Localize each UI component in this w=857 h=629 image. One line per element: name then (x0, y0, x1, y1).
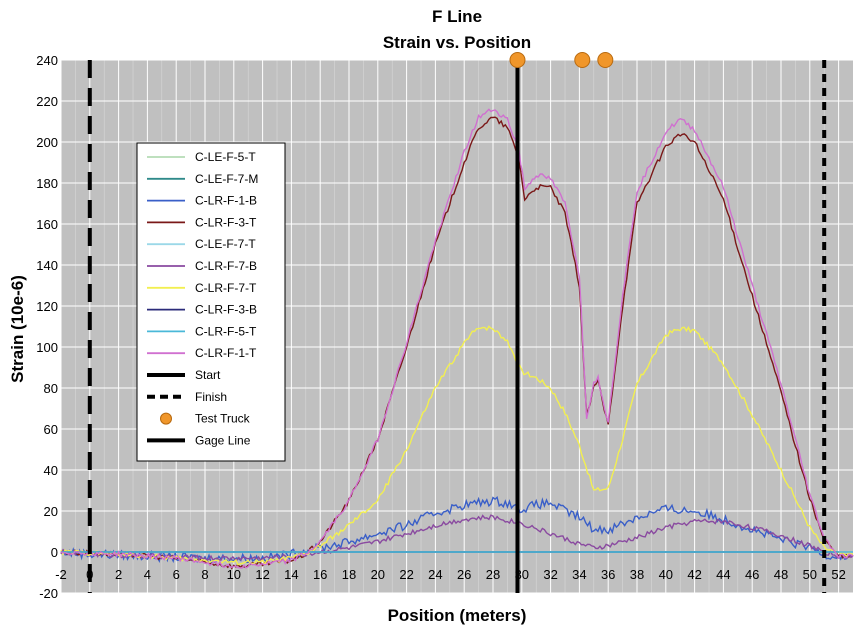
y-tick-label: 60 (44, 422, 58, 437)
x-tick-label: 52 (831, 567, 845, 582)
test-truck-marker (597, 52, 614, 68)
test-truck-marker (574, 52, 591, 68)
x-tick-label: 26 (457, 567, 471, 582)
legend-label: C-LE-F-5-T (195, 150, 256, 164)
y-tick-label: 220 (36, 94, 58, 109)
legend-label: C-LR-F-3-B (195, 303, 257, 317)
x-tick-label: 14 (284, 567, 298, 582)
y-tick-label: 120 (36, 299, 58, 314)
y-tick-label: 40 (44, 463, 58, 478)
legend-label: C-LR-F-1-T (195, 346, 257, 360)
x-tick-label: 22 (399, 567, 413, 582)
x-tick-label: 42 (687, 567, 701, 582)
legend-label: C-LR-F-3-T (195, 215, 257, 229)
legend-label: Test Truck (195, 412, 251, 426)
x-tick-label: 20 (371, 567, 385, 582)
x-tick-label: 38 (630, 567, 644, 582)
x-tick-label: 16 (313, 567, 327, 582)
y-tick-label: -20 (39, 586, 58, 601)
x-tick-label: 44 (716, 567, 730, 582)
legend-label: Finish (195, 390, 227, 404)
x-tick-label: 4 (144, 567, 151, 582)
legend-label: C-LE-F-7-T (195, 237, 256, 251)
x-axis-title: Position (meters) (388, 606, 527, 625)
y-tick-label: 100 (36, 340, 58, 355)
x-tick-label: 34 (572, 567, 586, 582)
x-tick-label: 32 (543, 567, 557, 582)
x-tick-label: 46 (745, 567, 759, 582)
x-tick-label: 50 (803, 567, 817, 582)
legend-label: C-LR-F-7-B (195, 259, 257, 273)
legend-label: C-LR-F-7-T (195, 281, 257, 295)
tick-labels: -202468101214161820222426283032343638404… (36, 53, 846, 601)
y-tick-label: 80 (44, 381, 58, 396)
x-tick-label: 10 (227, 567, 241, 582)
chart-subtitle: Strain vs. Position (383, 33, 531, 52)
x-tick-label: 40 (659, 567, 673, 582)
y-tick-label: 20 (44, 504, 58, 519)
y-tick-label: 200 (36, 135, 58, 150)
x-tick-label: 12 (255, 567, 269, 582)
x-tick-label: 18 (342, 567, 356, 582)
x-tick-label: 2 (115, 567, 122, 582)
y-axis-title: Strain (10e-6) (8, 275, 27, 383)
series-line (60, 514, 854, 562)
series-line (60, 495, 854, 564)
legend-label: C-LE-F-7-M (195, 172, 258, 186)
legend-label: C-LR-F-1-B (195, 194, 257, 208)
x-tick-label: 6 (173, 567, 180, 582)
legend-label: Gage Line (195, 433, 251, 447)
y-tick-label: 140 (36, 258, 58, 273)
series-lines (60, 108, 854, 570)
legend-marker (160, 412, 172, 425)
y-tick-label: 0 (51, 545, 58, 560)
y-tick-label: 240 (36, 53, 58, 68)
legend-box (136, 142, 286, 462)
legend-label: Start (195, 368, 221, 382)
x-tick-label: 24 (428, 567, 442, 582)
x-tick-label: 48 (774, 567, 788, 582)
legend-label: C-LR-F-5-T (195, 324, 257, 338)
chart-title: F Line (432, 7, 482, 26)
x-tick-label: 8 (201, 567, 208, 582)
reference-markers (87, 52, 827, 593)
legend: C-LE-F-5-T C-LE-F-7-M C-LR-F-1-B C-LR-F-3-T… (136, 142, 286, 462)
x-tick-label: -2 (55, 567, 67, 582)
x-tick-label: 28 (486, 567, 500, 582)
y-tick-label: 160 (36, 217, 58, 232)
series-line (60, 108, 854, 569)
grid-lines (60, 59, 853, 594)
test-truck-marker (509, 52, 526, 68)
x-tick-label: 36 (601, 567, 615, 582)
y-tick-label: 180 (36, 176, 58, 191)
